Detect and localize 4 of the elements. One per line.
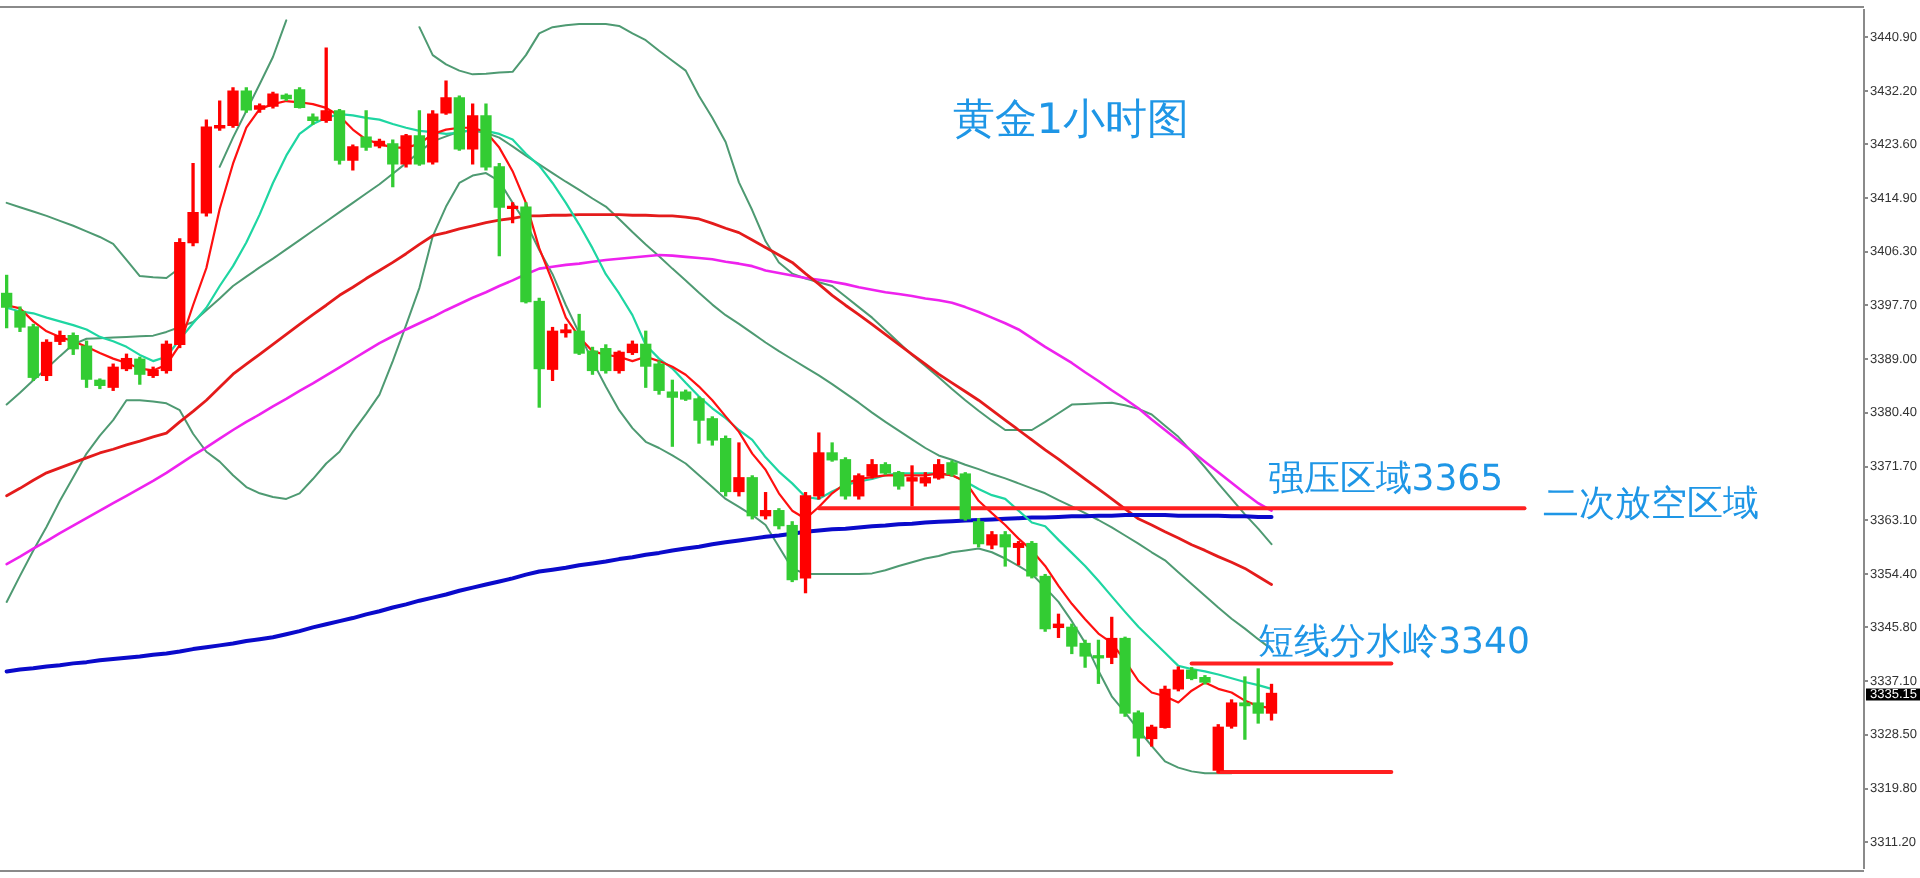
- annotation: 强压区域3365: [1267, 458, 1504, 501]
- annotation: 短线分水岭3340: [1258, 621, 1530, 664]
- text: 黄金1小时图: [952, 94, 1190, 143]
- annotation: 二次放空区域: [1543, 483, 1760, 526]
